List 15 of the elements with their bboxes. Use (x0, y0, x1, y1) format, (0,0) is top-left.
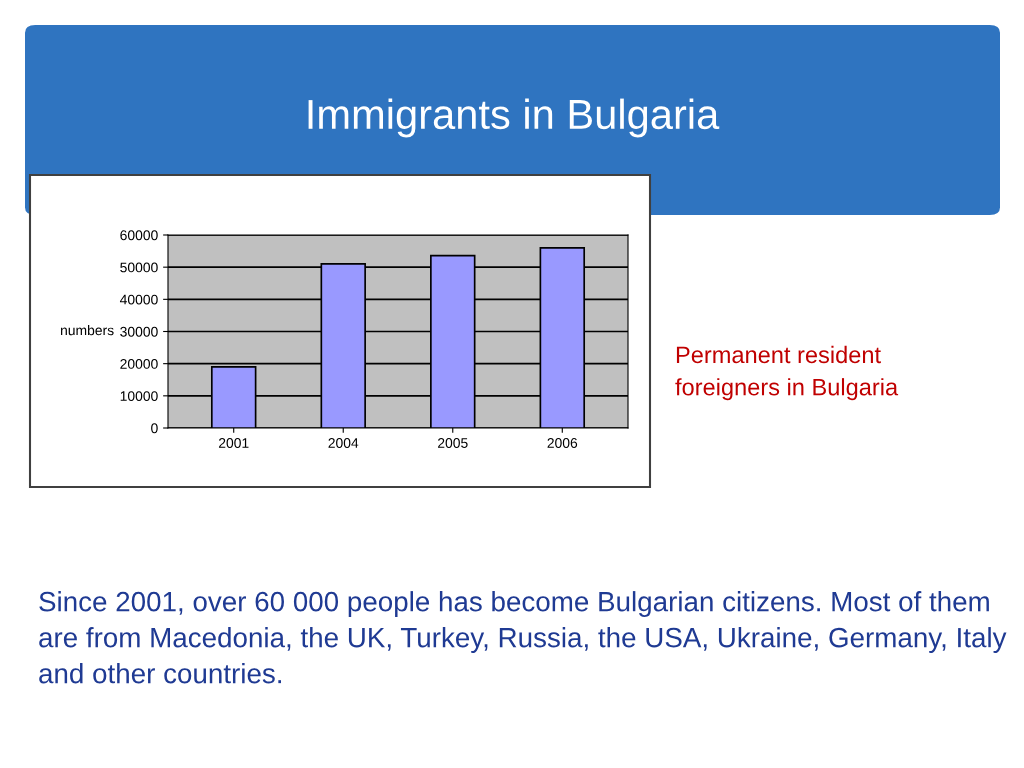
x-tick-label: 2001 (218, 438, 249, 448)
y-tick-label: 40000 (119, 294, 158, 305)
y-axis-title: numbers (60, 325, 114, 336)
y-tick-label: 0 (151, 423, 158, 434)
y-tick-label: 60000 (120, 230, 158, 241)
text: Permanent resident foreigners in Bulgaria (675, 345, 899, 401)
text: Since 2001, over 60 000 people has become Bulgarian citizens. Most of them are from Macedonia, the UK, Turkey, Russia, the USA, Ukraine, Germany, Italy and other countries. (39, 591, 1007, 684)
y-tick-label: 30000 (120, 326, 158, 337)
chart-title: Immigrants in Bulgaria (308, 98, 720, 138)
x-tick-label: 2004 (328, 438, 359, 448)
y-tick-label: 10000 (120, 391, 158, 401)
y-tick-label: 50000 (120, 262, 158, 273)
x-tick-label: 2005 (438, 438, 468, 448)
y-tick-label: 20000 (120, 359, 158, 369)
x-tick-label: 2006 (547, 438, 578, 448)
